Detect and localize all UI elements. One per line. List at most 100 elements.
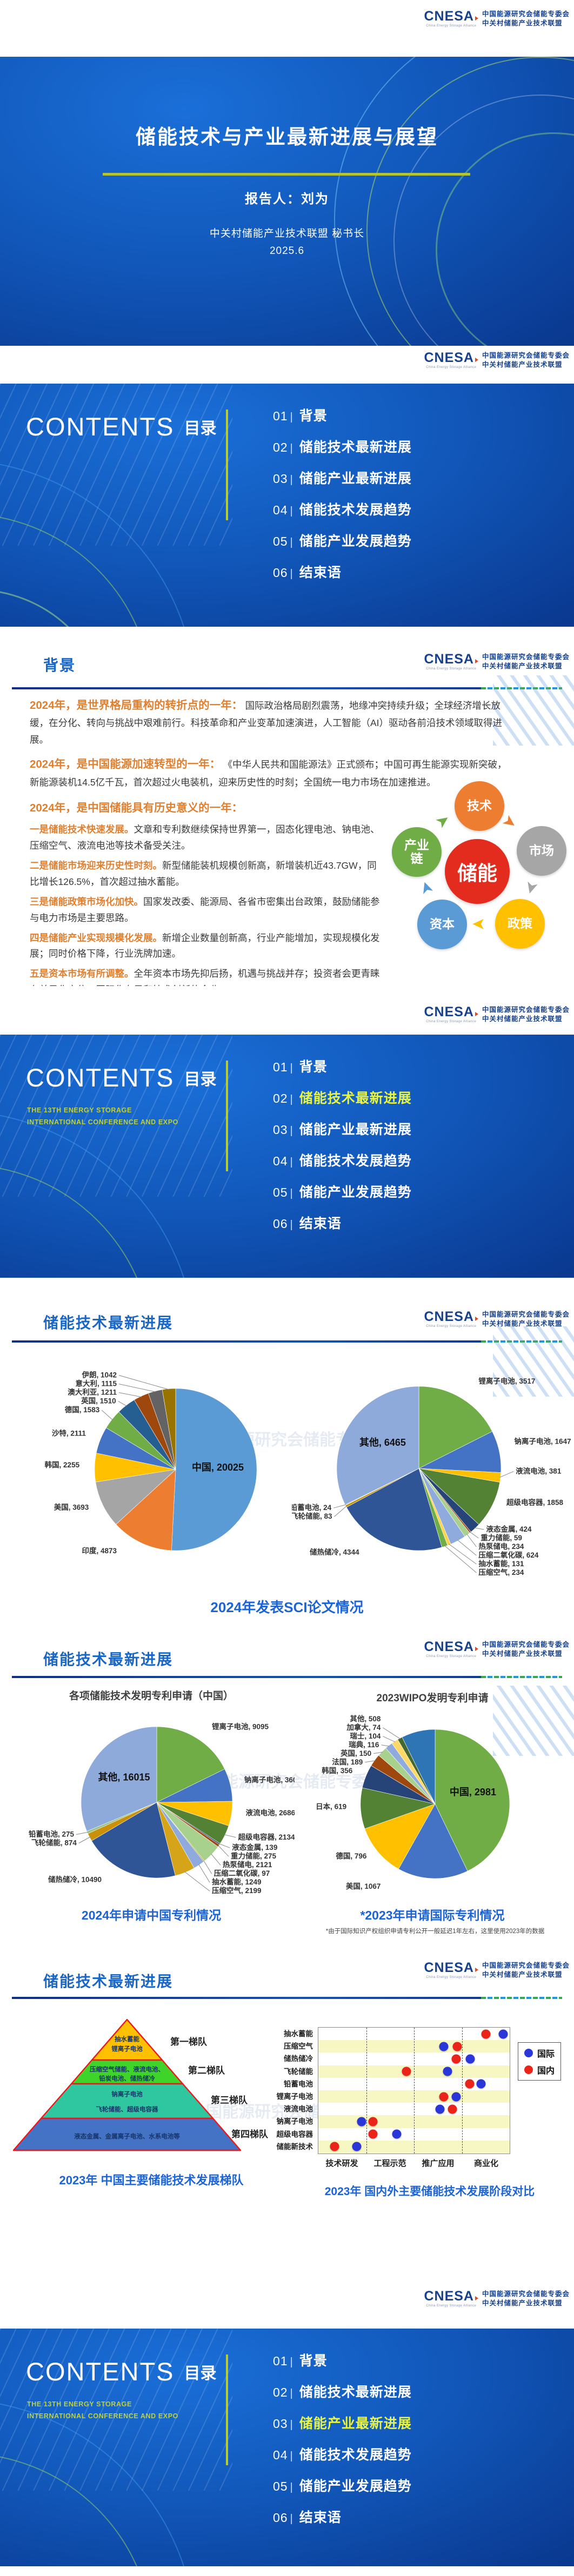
cnesa-line1: 中国能源研究会储能专委会 [482,1641,570,1648]
dot-international [451,2092,461,2102]
pie-leader-line [474,1527,484,1530]
cnesa-acronym: CNESA [424,1005,478,1019]
point-lead: 三是储能政策市场化加快。 [30,896,143,907]
toc-separator: | [290,2450,293,2462]
toc-num: 03 [273,2417,288,2431]
toc-separator: | [290,1094,293,1105]
toc-item-06: 06 | 结束语 [273,2507,412,2526]
date: 2025.6 [269,245,305,257]
pie-label: 意大利, 1115 [75,1379,117,1388]
pie-label: 液态金属, 424 [486,1525,532,1533]
diagram-node-policy: 政策 [495,899,545,949]
pie-chart-cn-patents: 其他, 16015 锂离子电池, 9095 钠离子电池, 3609 液流电池, 268… [29,1722,295,1895]
top-band: CNESA China Energy Storage Alliance 中国能源… [0,0,574,57]
cnesa-acronym: CNESA [424,1310,478,1324]
divider [12,1676,562,1678]
dot-matrix-chart: 抽水蓄能 压缩空气 储热储冷 飞轮储能 铅蓄电池 锂离子电池 液流电池 钠离子电池 超级电容器储… [277,2027,562,2168]
pyramid-tier-text: 铅炭电池、储热储冷 [99,2075,155,2082]
contents-title-cn: 目录 [184,2364,217,2383]
toc-num: 04 [273,1154,288,1168]
pie-label: 锂离子电池, 9095 [212,1722,269,1731]
node-label: 政策 [508,916,532,931]
pie-slice [398,1803,468,1879]
matrix-gridline [462,2028,463,2154]
pie-slice [171,1388,257,1551]
toc-label: 储能产业最新进展 [299,471,412,486]
cnesa-chinese-lines: 中国能源研究会储能专委会 中关村储能产业技术联盟 [482,1640,570,1659]
pie-label: 中国, 2981 [450,1786,496,1797]
toc-num: 05 [273,2479,288,2493]
pie-label: 印度, 4873 [82,1546,117,1555]
chart-caption: 2024年申请中国专利情况 [81,1908,222,1922]
paragraph-lead: 2024年，是中国储能具有历史意义的一年： [30,802,243,814]
node-label: 产业链 [404,837,429,866]
pie-leader-line [449,1544,477,1565]
toc-separator: | [290,2356,293,2368]
dot-domestic [368,2117,378,2126]
matrix-row-label: 锂离子电池 [276,2092,313,2101]
dot-international [443,2067,452,2076]
dot-domestic [451,2054,461,2064]
dot-domestic [402,2067,411,2076]
toc-separator: | [290,1188,293,1199]
toc-num: 06 [273,1217,288,1231]
pie-label: 压缩空气, 234 [478,1568,524,1577]
pie-label: 液流电池, 2686 [246,1808,295,1817]
cnesa-acronym: CNESA [424,2290,478,2303]
arrow-icon: ➤ [472,915,486,933]
pie-label: 超级电容器, 1858 [506,1498,564,1507]
pie-leader-line [184,1871,210,1891]
toc-label: 背景 [299,408,328,424]
toc-item-02: 02 | 储能技术最新进展 [273,1088,412,1107]
pie-label: 热泵储电, 2121 [223,1860,272,1869]
pyramid-tier-4 [12,2117,242,2151]
cnesa-wordmark: CNESA China Energy Storage Alliance [424,653,478,671]
cnesa-logo: CNESA China Energy Storage Alliance 中国能源研… [424,351,570,370]
pie-leader-line [76,1832,88,1835]
pie-leader-line [466,1534,477,1547]
decorative-arc [0,2453,153,2566]
pie-label: 压缩空气, 2199 [212,1886,262,1895]
decorative-arc [0,589,111,627]
contents-heading: CONTENTS 目录 [26,2357,217,2386]
pyramid-tier-text: 锂离子电池 [111,2045,143,2052]
chart-title: 2023WIPO发明专利申请 [376,1693,489,1704]
cnesa-line1: 中国能源研究会储能专委会 [482,1006,570,1014]
cnesa-logo: CNESA China Energy Storage Alliance 中国能源研… [424,653,570,671]
decorative-stripes [493,675,574,746]
toc-item-03: 03 | 储能产业最新进展 [273,1119,412,1138]
diagram-center: 储能 [445,839,510,904]
toc-num: 06 [273,566,288,580]
matrix-row-label: 液流电池 [284,2105,313,2114]
contents-title: CONTENTS [26,2357,175,2386]
toc-item-06: 06 | 结束语 [273,562,412,581]
paragraph: 2024年，是世界格局重构的转折点的一年： 国际政治格局剧烈震荡，地缘冲突持续升… [30,696,508,748]
contents-heading: CONTENTS 目录 [26,1063,217,1092]
cnesa-subtitle: China Energy Storage Alliance [426,24,477,28]
cnesa-line1: 中国能源研究会储能专委会 [482,10,570,18]
paragraph-lead: 2024年，是中国能源加速转型的一年： [30,758,221,771]
diagram-node-capital: 资本 [417,900,467,949]
legend-dot [524,2065,533,2074]
decorative-stripes [493,1326,574,1397]
toc-num: 06 [273,2511,288,2525]
toc-item-06: 06 | 结束语 [273,1213,412,1232]
matrix-grid: 抽水蓄能 压缩空气 储热储冷 飞轮储能 铅蓄电池 锂离子电池 液流电池 钠离子电池 超级电容器储… [277,2027,510,2154]
cnesa-line2: 中关村储能产业技术联盟 [482,19,563,27]
pie-label: 日本, 619 [316,1802,346,1810]
pie-chart-sci-technology: 其他, 6465 锂离子电池, 3517 钠离子电池, 1647 液流电池, 381 超… [292,1377,571,1577]
legend-item: 国内 [524,2063,555,2076]
toc-label: 储能产业最新进展 [299,2416,412,2431]
pie-label: 其他, 508 [350,1714,381,1723]
toc-item-04: 04 | 储能技术发展趋势 [273,2444,412,2464]
pie-leader-line [334,1505,347,1517]
dot-domestic [368,2129,378,2139]
cnesa-wordmark: CNESA China Energy Storage Alliance [424,1640,478,1659]
contents-divider-line [226,1061,228,1171]
page-title: 背景 [43,657,76,674]
pie-label: 抽水蓄能, 131 [478,1559,524,1568]
pie-label: 储热储冷, 4344 [309,1548,359,1557]
